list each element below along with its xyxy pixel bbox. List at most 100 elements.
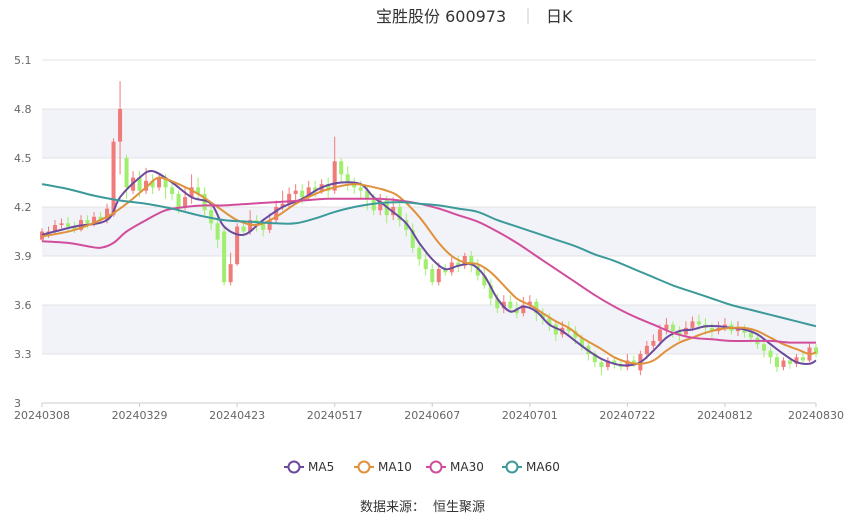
candle-body (52, 224, 58, 232)
candle-body (625, 360, 630, 368)
candle (157, 172, 162, 191)
candle-body (631, 360, 636, 364)
y-tick-label: 3.6 (14, 299, 32, 312)
candle-body (241, 226, 246, 232)
candle-body (540, 313, 545, 319)
grid-band (42, 305, 816, 354)
candle (215, 215, 220, 248)
candle (553, 321, 558, 341)
candle-body (300, 190, 305, 198)
candle-body (118, 109, 123, 142)
x-tick-label: 20240607 (404, 409, 460, 422)
candle (761, 340, 766, 358)
candle-body (573, 331, 578, 338)
candle-body (144, 180, 149, 191)
y-tick-label: 3 (14, 397, 21, 410)
candle-body (488, 285, 493, 299)
candle (423, 252, 428, 276)
candle-body (85, 220, 90, 224)
candle-body (59, 223, 64, 225)
candle-body (111, 141, 116, 216)
legend-label: MA60 (526, 460, 560, 474)
candle-body (176, 193, 181, 207)
candle (469, 251, 474, 273)
legend-swatch-marker (429, 460, 443, 474)
candle-body (267, 220, 272, 230)
candle (475, 259, 480, 281)
candle-body (436, 269, 441, 283)
y-tick-label: 3.9 (14, 250, 32, 263)
candle (482, 269, 487, 289)
candle (501, 295, 506, 314)
legend-swatch-marker (357, 460, 371, 474)
legend-item-ma30[interactable]: MA30 (426, 460, 484, 474)
legend-label: MA30 (450, 460, 484, 474)
source-provider: 恒生聚源 (433, 500, 485, 515)
candle-body (46, 231, 51, 233)
y-tick-label: 4.2 (14, 201, 32, 214)
candle (397, 202, 402, 227)
candle-body (228, 264, 233, 283)
candle (293, 184, 298, 201)
y-tick-label: 4.8 (14, 103, 32, 116)
candle (592, 350, 597, 368)
legend-swatch-marker (505, 460, 519, 474)
plot-background-bands (42, 109, 816, 354)
candle-body (66, 223, 71, 227)
candle (261, 218, 266, 237)
candle (605, 357, 610, 371)
candle-body (579, 337, 584, 346)
legend-item-ma10[interactable]: MA10 (354, 460, 412, 474)
candle (378, 193, 383, 216)
grid-band (42, 109, 816, 158)
candle-body (339, 161, 344, 175)
candle (768, 347, 773, 364)
candle (781, 357, 786, 371)
candle-body (521, 305, 526, 314)
candle-body (124, 158, 129, 188)
candle-body (475, 265, 480, 276)
candle-body (157, 177, 162, 188)
candle (449, 256, 454, 276)
candle-body (358, 187, 363, 191)
y-axis: 3 3.3 3.6 3.9 4.2 4.5 4.8 5.1 (14, 54, 32, 410)
candle-body (183, 197, 188, 207)
legend-item-ma60[interactable]: MA60 (502, 460, 560, 474)
candle (430, 264, 435, 286)
legend-swatch-marker (287, 460, 301, 474)
y-tick-label: 5.1 (14, 54, 32, 67)
x-tick-label: 20240329 (112, 409, 168, 422)
candle-body (553, 324, 558, 335)
y-tick-label: 4.5 (14, 152, 32, 165)
candle (222, 226, 227, 286)
candle (677, 326, 682, 341)
candle-body (92, 216, 97, 224)
candle-body (332, 161, 337, 191)
line-ma5 (41, 169, 817, 367)
candle-body (651, 340, 656, 346)
candle-body (189, 187, 194, 198)
candle-body (417, 247, 422, 260)
candle-body (547, 318, 552, 325)
candle-body (261, 223, 266, 230)
candle (670, 321, 675, 338)
candle-body (781, 360, 786, 368)
candle-body (345, 174, 350, 183)
legend-item-ma5[interactable]: MA5 (284, 460, 334, 474)
candle (417, 242, 422, 266)
candle-body (443, 269, 448, 273)
candle (664, 318, 669, 335)
moving-average-lines (41, 169, 817, 367)
candle-body (170, 187, 175, 194)
x-tick-label: 20240308 (14, 409, 70, 422)
candle-body (397, 207, 402, 221)
candle-body (768, 350, 773, 358)
candle-body (462, 256, 467, 266)
candle (339, 158, 344, 183)
candle (794, 354, 799, 368)
candle-body (326, 184, 331, 191)
legend[interactable]: MA5 MA10 MA30 MA60 (284, 460, 560, 474)
source-label: 数据来源： (360, 500, 425, 515)
candle (547, 313, 552, 332)
